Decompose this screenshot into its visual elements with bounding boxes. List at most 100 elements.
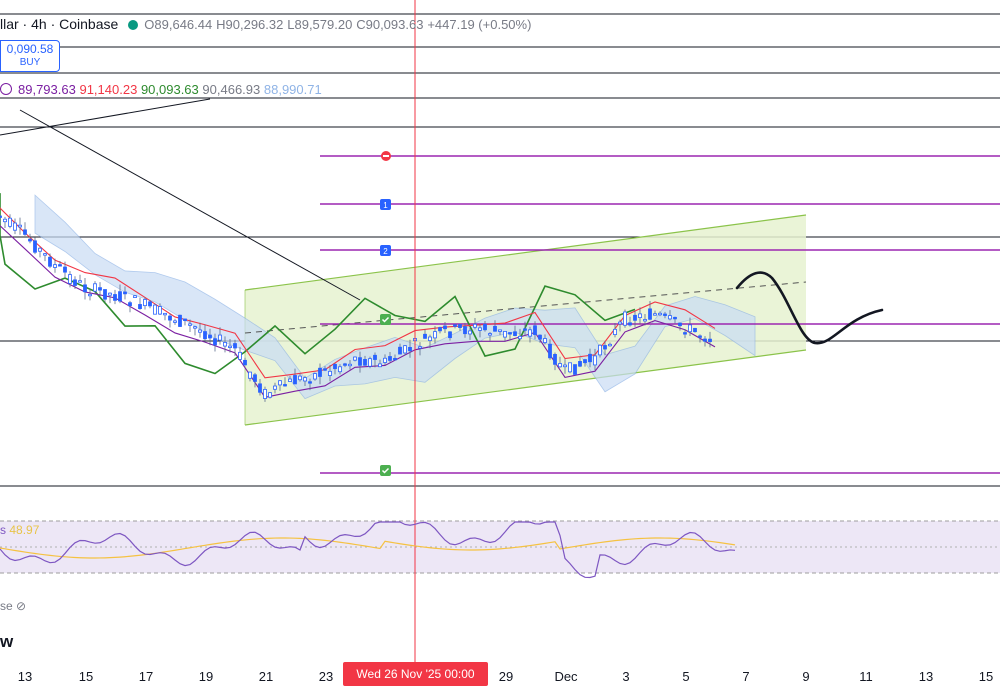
x-tick-label: 29 xyxy=(498,669,514,684)
candle xyxy=(298,373,302,382)
candle xyxy=(238,346,242,361)
x-tick-label: 7 xyxy=(742,669,750,684)
trendline-down[interactable] xyxy=(19,109,361,301)
ohlc-close: C90,093.63 xyxy=(356,17,424,32)
candle xyxy=(143,297,147,310)
candle xyxy=(148,299,152,309)
candle xyxy=(558,356,562,368)
forecast-brush[interactable] xyxy=(735,271,884,345)
candle xyxy=(138,297,142,310)
candle xyxy=(523,321,527,336)
candle xyxy=(108,292,112,304)
candle xyxy=(58,261,62,267)
candle xyxy=(533,321,537,340)
candle xyxy=(593,348,597,371)
candle xyxy=(188,319,192,332)
candle xyxy=(173,318,177,325)
candle xyxy=(153,303,157,315)
candle xyxy=(338,364,342,375)
candle xyxy=(88,288,92,301)
crosshair-date-label: Wed 26 Nov '25 00:00 xyxy=(343,662,488,686)
candle xyxy=(368,356,372,369)
candle xyxy=(343,362,347,368)
candle xyxy=(83,277,87,300)
candle xyxy=(68,271,72,288)
candle xyxy=(688,317,692,336)
candle xyxy=(393,354,397,361)
candle xyxy=(273,382,277,394)
candle xyxy=(328,365,332,382)
candle xyxy=(63,261,67,278)
channel-lower[interactable] xyxy=(244,349,807,426)
candle xyxy=(48,253,52,269)
candle xyxy=(288,375,292,382)
candle xyxy=(648,300,652,321)
candle xyxy=(563,359,567,374)
chikou-line xyxy=(0,193,636,375)
candle xyxy=(638,307,642,324)
candle xyxy=(228,339,232,353)
x-tick-label: 17 xyxy=(138,669,154,684)
symbol-title[interactable]: llar · 4h · Coinbase xyxy=(0,16,119,32)
candle xyxy=(603,340,607,356)
candle xyxy=(483,320,487,332)
candle xyxy=(28,233,32,244)
symbol-header[interactable]: llar · 4h · Coinbase O89,646.44 H90,296.3… xyxy=(0,16,531,32)
x-tick-label: 3 xyxy=(622,669,630,684)
rsi-line xyxy=(0,521,736,579)
candle xyxy=(663,311,667,319)
candle xyxy=(468,328,472,340)
target-levels[interactable] xyxy=(320,155,1000,474)
candle xyxy=(418,342,422,356)
candle xyxy=(378,359,382,368)
x-tick-label: 13 xyxy=(17,669,33,684)
candle xyxy=(698,334,702,343)
candle xyxy=(183,318,187,326)
candle xyxy=(673,316,677,324)
candle xyxy=(213,333,217,352)
candle xyxy=(448,331,452,341)
candle xyxy=(433,326,437,344)
indicator-legend[interactable]: 89,793.63 91,140.23 90,093.63 90,466.93 … xyxy=(0,82,322,97)
candle xyxy=(243,357,247,366)
candle xyxy=(303,375,307,387)
candle xyxy=(13,218,17,235)
candle xyxy=(113,289,117,305)
buy-label: BUY xyxy=(19,57,41,68)
candle xyxy=(203,324,207,343)
x-tick-label: 5 xyxy=(682,669,690,684)
candle xyxy=(133,295,137,298)
candle xyxy=(333,363,337,375)
candle xyxy=(668,310,672,321)
x-tick-label: 9 xyxy=(802,669,810,684)
candle xyxy=(253,372,257,388)
candle xyxy=(443,322,447,334)
target-marker-2[interactable] xyxy=(380,245,391,256)
candle xyxy=(658,311,662,317)
candle xyxy=(553,352,557,371)
candle xyxy=(158,303,162,315)
candle xyxy=(18,217,22,235)
candle xyxy=(513,325,517,337)
rsi-ma-line xyxy=(0,537,736,559)
ohlc-open: O89,646.44 xyxy=(144,17,213,32)
trendline-upper[interactable] xyxy=(0,98,211,136)
candle xyxy=(683,329,687,339)
pane-label[interactable]: se ⊘ xyxy=(0,599,27,613)
eye-off-icon[interactable]: ⊘ xyxy=(16,599,27,613)
candle xyxy=(293,368,297,385)
candle xyxy=(373,352,377,368)
candle xyxy=(118,284,122,304)
ohlc-change: +447.19 (+0.50%) xyxy=(427,17,532,32)
buy-button[interactable]: 0,090.58 BUY xyxy=(0,40,60,72)
candle xyxy=(98,282,102,297)
candle xyxy=(633,310,637,327)
channel-upper[interactable] xyxy=(244,214,807,291)
candle xyxy=(178,314,182,328)
candle xyxy=(568,362,572,374)
candle xyxy=(308,378,312,391)
target-marker-1[interactable] xyxy=(380,199,391,210)
candle xyxy=(488,331,492,341)
candle xyxy=(493,320,497,332)
